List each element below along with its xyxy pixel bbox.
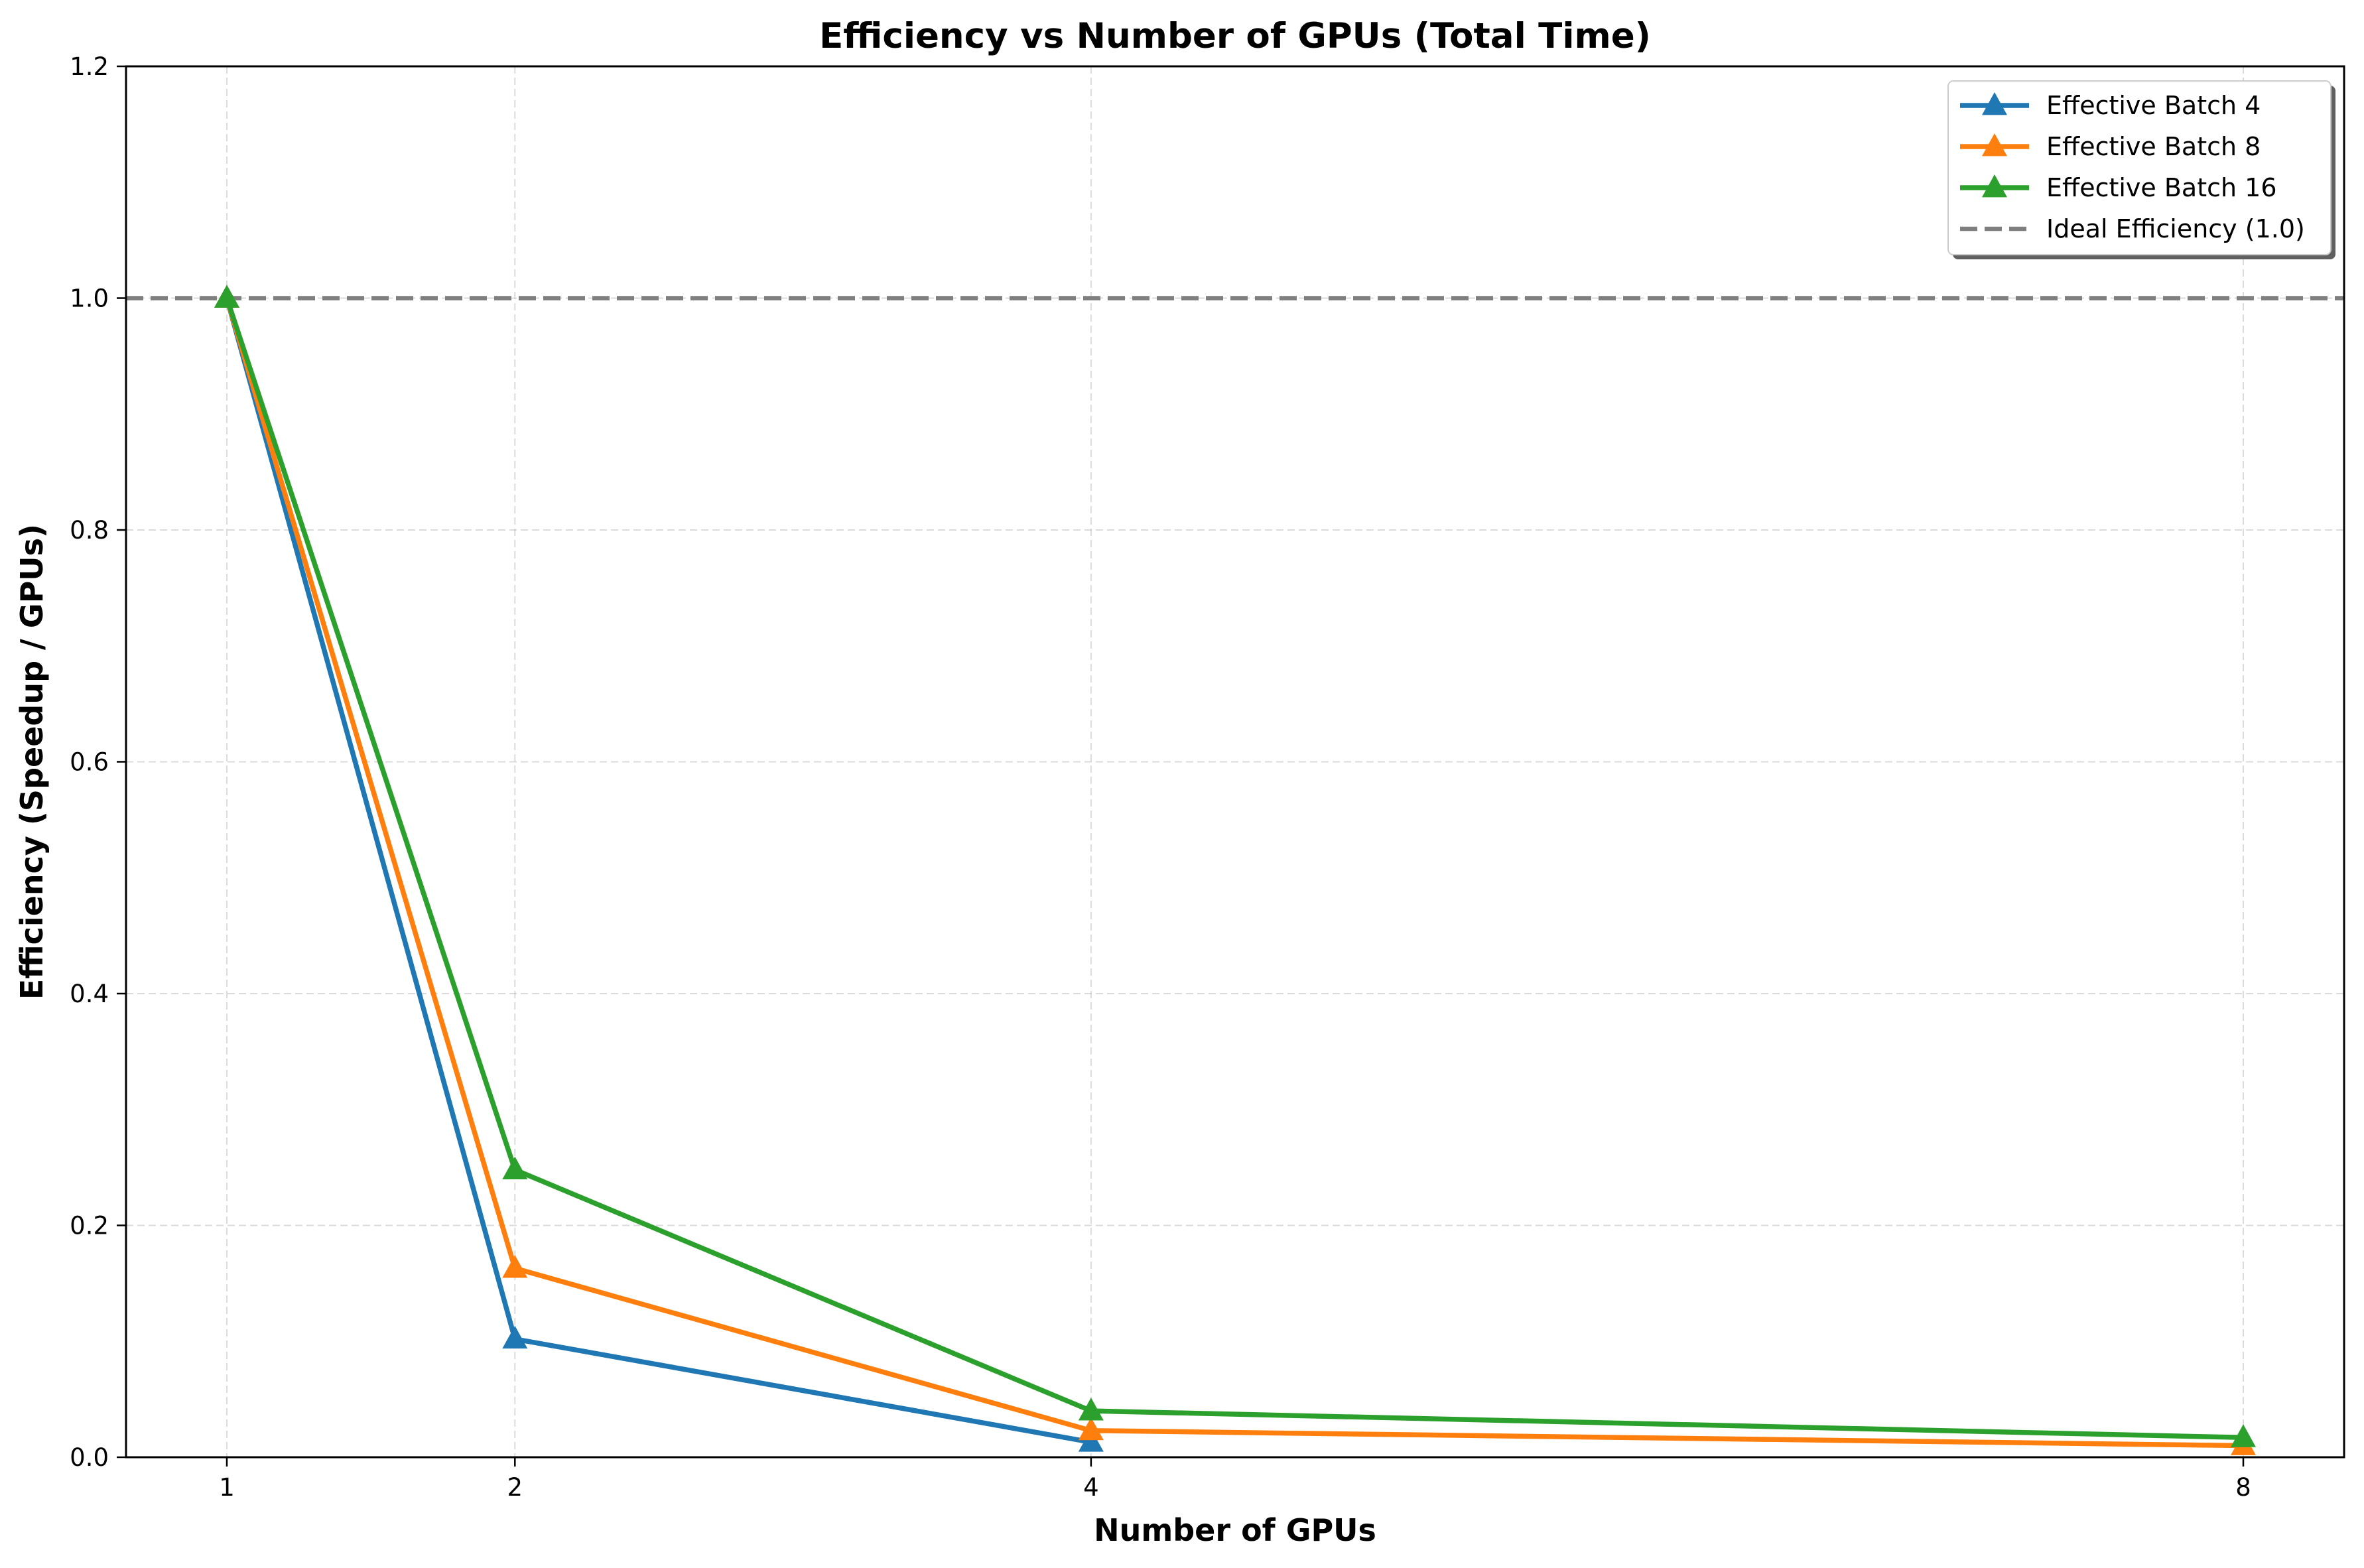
- y-tick-label: 0.4: [70, 980, 109, 1008]
- x-tick-label: 8: [2235, 1473, 2251, 1502]
- y-tick-label: 0.6: [70, 748, 109, 777]
- legend-marker: [1982, 133, 2007, 157]
- legend-label: Effective Batch 8: [2046, 132, 2261, 161]
- data-point: [2231, 1424, 2256, 1447]
- legend-box: [1947, 80, 2331, 255]
- series-line: [224, 297, 2244, 1441]
- legend-marker: [1982, 92, 2007, 115]
- y-tick-label: 0.2: [70, 1212, 109, 1240]
- data-point: [1078, 1417, 1104, 1441]
- legend-label: Effective Batch 4: [2046, 91, 2261, 120]
- legend-label: Ideal Efficiency (1.0): [2046, 214, 2305, 243]
- y-tick-label: 0.8: [70, 516, 109, 545]
- legend-label: Effective Batch 16: [2046, 173, 2277, 202]
- data-point: [1078, 1398, 1104, 1421]
- y-axis-label: Efficiency (Speedup / GPUs): [14, 524, 50, 1000]
- data-point: [502, 1156, 528, 1180]
- data-point: [502, 1255, 528, 1278]
- x-axis-label: Number of GPUs: [1094, 1512, 1376, 1548]
- series-line: [224, 297, 2244, 1449]
- legend: Effective Batch 4 Effective Batch 8 Effect…: [1947, 80, 2335, 259]
- x-tick-label: 4: [1083, 1473, 1099, 1502]
- data-point: [214, 285, 239, 308]
- x-tick-label: 1: [219, 1473, 235, 1502]
- series-layer: [214, 285, 2256, 1455]
- data-point: [502, 1325, 528, 1349]
- y-tick-label: 1.2: [70, 52, 109, 81]
- axis-ticks: 1 2 4 8 0.0 0.2 0.4 0.6 0.8 1.0 1.2: [70, 52, 2251, 1502]
- series-3: [214, 285, 2256, 1447]
- x-tick-label: 2: [507, 1473, 523, 1502]
- y-tick-label: 0.0: [70, 1443, 109, 1472]
- legend-marker: [1982, 174, 2007, 198]
- chart-title: Efficiency vs Number of GPUs (Total Time…: [819, 16, 1651, 56]
- y-tick-label: 1.0: [70, 285, 109, 313]
- data-point: [1078, 1429, 1104, 1452]
